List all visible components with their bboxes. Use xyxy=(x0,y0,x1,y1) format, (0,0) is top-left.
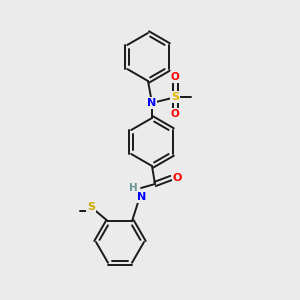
Text: N: N xyxy=(147,98,157,108)
Text: O: O xyxy=(171,72,179,82)
Text: O: O xyxy=(171,109,179,119)
Text: S: S xyxy=(171,92,179,102)
Text: N: N xyxy=(137,192,147,202)
Text: O: O xyxy=(172,173,182,183)
Text: H: H xyxy=(129,183,137,193)
Text: S: S xyxy=(87,202,95,212)
